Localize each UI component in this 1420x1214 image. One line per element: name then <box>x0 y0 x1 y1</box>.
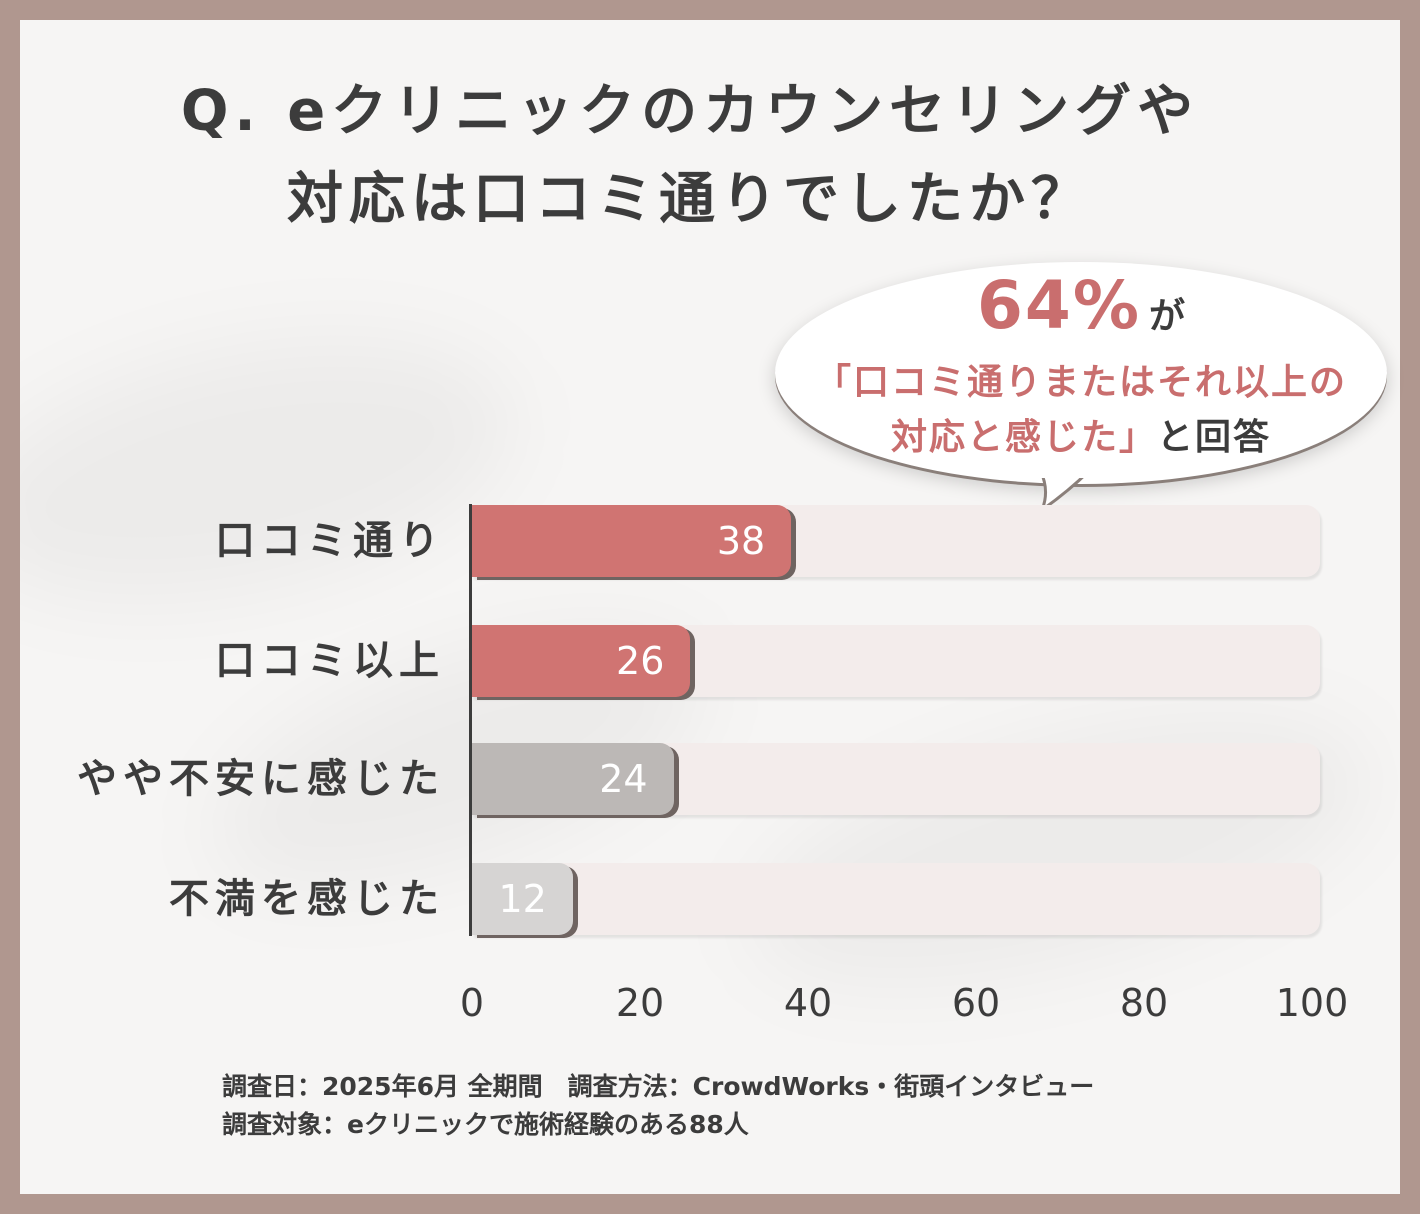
chart-card <box>20 20 1400 1194</box>
bar-track <box>472 863 1320 935</box>
callout-percent-line: 64% が <box>775 268 1387 355</box>
x-tick-label: 40 <box>783 981 833 1025</box>
survey-notes-line-2: 調査対象：eクリニックで施術経験のある88人 <box>222 1110 749 1139</box>
callout-line-2: 「口コミ通りまたはそれ以上の <box>814 362 1347 403</box>
callout-line-3: 対応と感じた」と回答 <box>775 410 1387 465</box>
callout-suffix: が <box>1148 296 1185 337</box>
x-tick-label: 80 <box>1119 981 1169 1025</box>
y-axis-line <box>469 504 472 936</box>
bar: 12 <box>472 863 573 935</box>
bar: 24 <box>472 743 674 815</box>
category-label: 口コミ以上 <box>215 638 445 684</box>
x-tick-label: 20 <box>615 981 665 1025</box>
category-label: やや不安に感じた <box>77 756 445 802</box>
survey-notes-line-1: 調査日：2025年6月 全期間 調査方法：CrowdWorks・街頭インタビュー <box>222 1072 1095 1101</box>
bar: 26 <box>472 625 691 697</box>
bar-value-label: 12 <box>498 877 547 921</box>
callout-line-3-rest: と回答 <box>1157 417 1272 458</box>
chart-title: Q. eクリニックのカウンセリングや 対応は口コミ通りでしたか？ <box>0 68 1400 244</box>
title-line-2: 対応は口コミ通りでしたか？ <box>287 167 1093 232</box>
x-tick-label: 100 <box>1275 981 1349 1025</box>
x-tick-label: 0 <box>459 981 485 1025</box>
callout-line-3-pink: 対応と感じた」 <box>890 417 1157 458</box>
callout-percent: 64% <box>977 267 1141 344</box>
bar-value-label: 26 <box>616 639 665 683</box>
category-label: 口コミ通り <box>215 518 445 564</box>
title-line-1: Q. eクリニックのカウンセリングや <box>180 79 1200 144</box>
category-label: 不満を感じた <box>169 876 445 922</box>
speech-bubble <box>775 262 1387 484</box>
survey-notes: 調査日：2025年6月 全期間 調査方法：CrowdWorks・街頭インタビュー… <box>222 1068 1094 1144</box>
background-shadow <box>20 294 539 646</box>
bar: 38 <box>472 505 792 577</box>
bar-value-label: 38 <box>716 519 766 563</box>
bar-value-label: 24 <box>599 757 648 801</box>
x-tick-label: 60 <box>951 981 1001 1025</box>
callout-text: 64% が 「口コミ通りまたはそれ以上の 対応と感じた」と回答 <box>775 268 1387 465</box>
